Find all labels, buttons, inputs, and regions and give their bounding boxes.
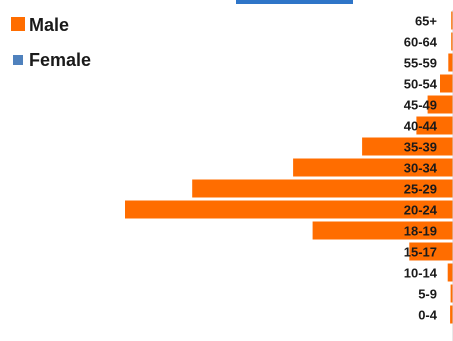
bar-male-10-14 <box>447 263 453 282</box>
bar-male-20-24 <box>125 200 453 219</box>
tick-label-65-plus: 65+ <box>415 14 437 29</box>
bar-male-65-plus <box>451 11 453 30</box>
tick-label-60-64: 60-64 <box>404 35 438 50</box>
bar-male-60-64 <box>451 32 453 51</box>
legend-swatch-female <box>13 55 23 65</box>
legend-swatch-male <box>11 17 25 31</box>
tick-label-30-34: 30-34 <box>404 161 438 176</box>
tick-label-45-49: 45-49 <box>404 98 437 113</box>
male-bars <box>125 11 453 324</box>
bar-male-55-59 <box>448 53 453 72</box>
tick-label-50-54: 50-54 <box>404 77 438 92</box>
tick-label-10-14: 10-14 <box>404 266 438 281</box>
bar-male-18-19 <box>312 221 453 240</box>
tick-label-5-9: 5-9 <box>418 287 437 302</box>
tick-label-35-39: 35-39 <box>404 140 437 155</box>
legend-label-female: Female <box>29 50 91 70</box>
tick-label-18-19: 18-19 <box>404 224 437 239</box>
bar-male-35-39 <box>362 137 453 156</box>
bar-male-5-9 <box>450 284 453 303</box>
legend-label-male: Male <box>29 15 69 35</box>
tick-label-55-59: 55-59 <box>404 56 437 71</box>
bar-male-15-17 <box>409 242 453 261</box>
category-tick-labels: 65+ 60-64 55-59 50-54 45-49 40-44 35-39 30-34 25… <box>404 14 438 323</box>
tick-label-15-17: 15-17 <box>404 245 437 260</box>
bar-male-30-34 <box>293 158 453 177</box>
bar-male-0-4 <box>450 305 453 324</box>
bar-male-50-54 <box>440 74 453 93</box>
bar-male-40-44 <box>416 116 453 135</box>
tick-label-0-4: 0-4 <box>418 308 438 323</box>
tick-label-20-24: 20-24 <box>404 203 438 218</box>
tick-label-40-44: 40-44 <box>404 119 438 134</box>
bar-male-25-29 <box>192 179 453 198</box>
top-edge-mark <box>236 0 353 4</box>
tick-label-25-29: 25-29 <box>404 182 437 197</box>
bar-male-45-49 <box>427 95 453 114</box>
legend: Male Female <box>11 15 91 70</box>
